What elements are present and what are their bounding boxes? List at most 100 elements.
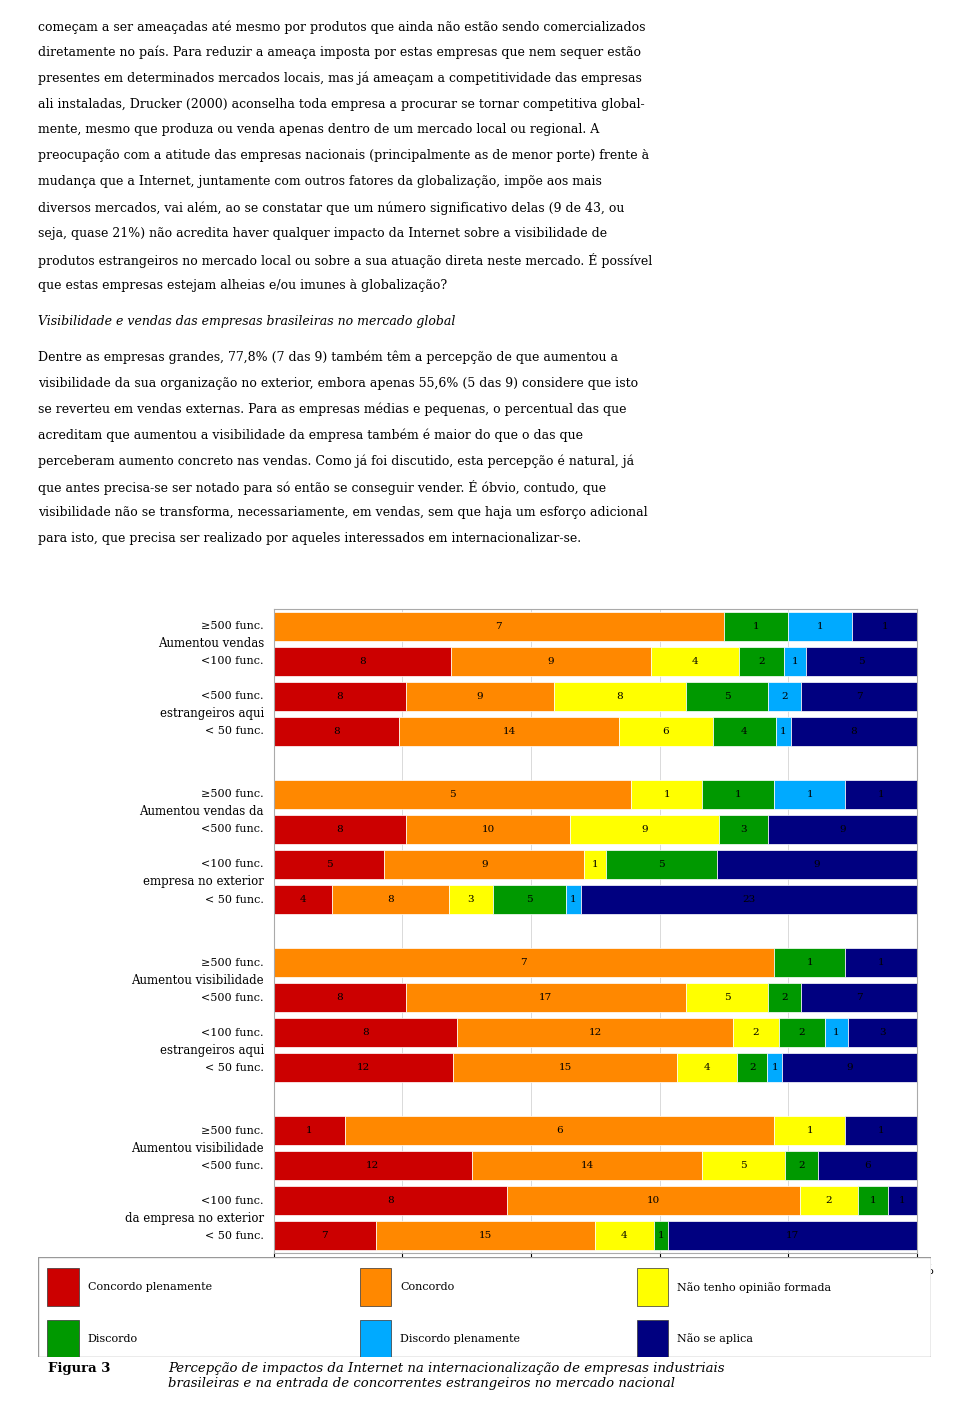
Bar — [713, 716, 776, 746]
Bar — [274, 850, 385, 879]
Text: preocupação com a atitude das empresas nacionais (principalmente as de menor por: preocupação com a atitude das empresas n… — [38, 149, 650, 163]
Bar — [802, 983, 917, 1012]
Text: 7: 7 — [495, 622, 502, 632]
Bar — [274, 612, 724, 641]
Text: <100 func.: <100 func. — [202, 657, 264, 667]
Bar — [782, 1054, 917, 1082]
Text: 6: 6 — [662, 726, 669, 736]
Text: 10: 10 — [481, 826, 494, 834]
Bar — [846, 1116, 917, 1146]
Text: 7: 7 — [520, 959, 527, 967]
Text: Aumentou vendas da: Aumentou vendas da — [139, 806, 264, 818]
Text: 8: 8 — [336, 692, 343, 701]
Text: Aumentou vendas: Aumentou vendas — [157, 637, 264, 650]
Text: visibilidade da sua organização no exterior, embora apenas 55,6% (5 das 9) consi: visibilidade da sua organização no exter… — [38, 377, 638, 389]
Bar — [385, 850, 584, 879]
Text: <500 func.: <500 func. — [202, 1161, 264, 1171]
Text: 14: 14 — [502, 726, 516, 736]
Text: 8: 8 — [336, 993, 343, 1003]
Text: Não tenho opinião formada: Não tenho opinião formada — [677, 1281, 830, 1293]
Text: 2: 2 — [798, 1161, 804, 1170]
Text: 1: 1 — [806, 790, 813, 799]
Text: <500 func.: <500 func. — [202, 691, 264, 701]
Bar — [376, 1221, 595, 1250]
Text: 8: 8 — [851, 726, 857, 736]
Bar — [785, 1151, 818, 1180]
Text: 2: 2 — [826, 1197, 832, 1205]
Text: 12: 12 — [366, 1161, 379, 1170]
Text: Discordo: Discordo — [87, 1334, 137, 1344]
Text: Discordo plenamente: Discordo plenamente — [400, 1334, 520, 1344]
Text: 17: 17 — [786, 1231, 799, 1240]
Text: diversos mercados, vai além, ao se constatar que um número significativo delas (: diversos mercados, vai além, ao se const… — [38, 201, 625, 214]
Text: para isto, que precisa ser realizado por aqueles interessados em internacionaliz: para isto, que precisa ser realizado por… — [38, 532, 582, 545]
Text: < 50 func.: < 50 func. — [205, 895, 264, 905]
Text: 1: 1 — [734, 790, 741, 799]
Bar — [737, 1054, 767, 1082]
Text: 1: 1 — [663, 790, 670, 799]
Text: mente, mesmo que produza ou venda apenas dentro de um mercado local ou regional.: mente, mesmo que produza ou venda apenas… — [38, 123, 600, 136]
Text: <500 func.: <500 func. — [202, 824, 264, 834]
Text: 17: 17 — [540, 993, 552, 1003]
Text: 4: 4 — [692, 657, 698, 666]
Text: 9: 9 — [814, 860, 820, 869]
Text: se reverteu em vendas externas. Para as empresas médias e pequenas, o percentual: se reverteu em vendas externas. Para as … — [38, 402, 627, 416]
Text: ≥500 func.: ≥500 func. — [202, 622, 264, 632]
Text: ali instaladas, Drucker (2000) aconselha toda empresa a procurar se tornar compe: ali instaladas, Drucker (2000) aconselha… — [38, 98, 645, 110]
Bar — [449, 885, 492, 913]
Text: <100 func.: <100 func. — [202, 860, 264, 869]
Bar — [717, 850, 917, 879]
Bar — [768, 816, 917, 844]
Text: que estas empresas estejam alheias e/ou imunes à globalização?: que estas empresas estejam alheias e/ou … — [38, 279, 447, 292]
Text: 3: 3 — [740, 826, 747, 834]
Text: 1: 1 — [592, 860, 598, 869]
Bar — [825, 1018, 848, 1046]
Text: Concordo plenamente: Concordo plenamente — [87, 1281, 211, 1293]
Text: 5: 5 — [325, 860, 332, 869]
Bar — [405, 983, 685, 1012]
Bar — [848, 1018, 917, 1046]
Bar — [668, 1221, 917, 1250]
Bar — [274, 1116, 345, 1146]
Bar — [703, 1151, 785, 1180]
Text: 5: 5 — [449, 790, 456, 799]
Text: diretamente no país. Para reduzir a ameaça imposta por estas empresas que nem se: diretamente no país. Para reduzir a amea… — [38, 45, 641, 59]
Bar — [274, 1018, 457, 1046]
Text: 4: 4 — [741, 726, 748, 736]
Text: 1: 1 — [658, 1231, 664, 1240]
Bar — [818, 1151, 917, 1180]
Bar — [733, 1018, 779, 1046]
Text: 1: 1 — [753, 622, 759, 632]
Text: 2: 2 — [781, 993, 788, 1003]
Bar — [332, 885, 449, 913]
Text: presentes em determinados mercados locais, mas já ameaçam a competitividade das : presentes em determinados mercados locai… — [38, 72, 642, 85]
Bar — [570, 816, 719, 844]
Bar — [451, 647, 651, 675]
Text: 12: 12 — [357, 1063, 370, 1072]
Text: 15: 15 — [479, 1231, 492, 1240]
Text: ≥500 func.: ≥500 func. — [202, 790, 264, 800]
Text: 1: 1 — [791, 657, 798, 666]
Text: 6: 6 — [556, 1126, 563, 1136]
Text: mudança que a Internet, juntamente com outros fatores da globalização, impõe aos: mudança que a Internet, juntamente com o… — [38, 176, 602, 188]
Text: 3: 3 — [468, 895, 474, 903]
Text: <500 func.: <500 func. — [202, 993, 264, 1003]
Bar — [405, 816, 570, 844]
Text: 1: 1 — [899, 1197, 905, 1205]
Bar — [852, 612, 917, 641]
Bar — [508, 1187, 800, 1215]
Bar — [846, 780, 917, 809]
Text: 12: 12 — [588, 1028, 602, 1037]
Text: 1: 1 — [877, 1126, 884, 1136]
Text: 8: 8 — [333, 726, 340, 736]
Text: 1: 1 — [806, 959, 813, 967]
Text: <100 func.: <100 func. — [202, 1028, 264, 1038]
Bar — [774, 1116, 846, 1146]
Text: 3: 3 — [879, 1028, 886, 1037]
Text: 9: 9 — [839, 826, 846, 834]
Bar — [453, 1054, 678, 1082]
Text: 4: 4 — [704, 1063, 710, 1072]
Text: 1: 1 — [772, 1063, 778, 1072]
Text: 9: 9 — [846, 1063, 852, 1072]
Text: 8: 8 — [387, 895, 394, 903]
